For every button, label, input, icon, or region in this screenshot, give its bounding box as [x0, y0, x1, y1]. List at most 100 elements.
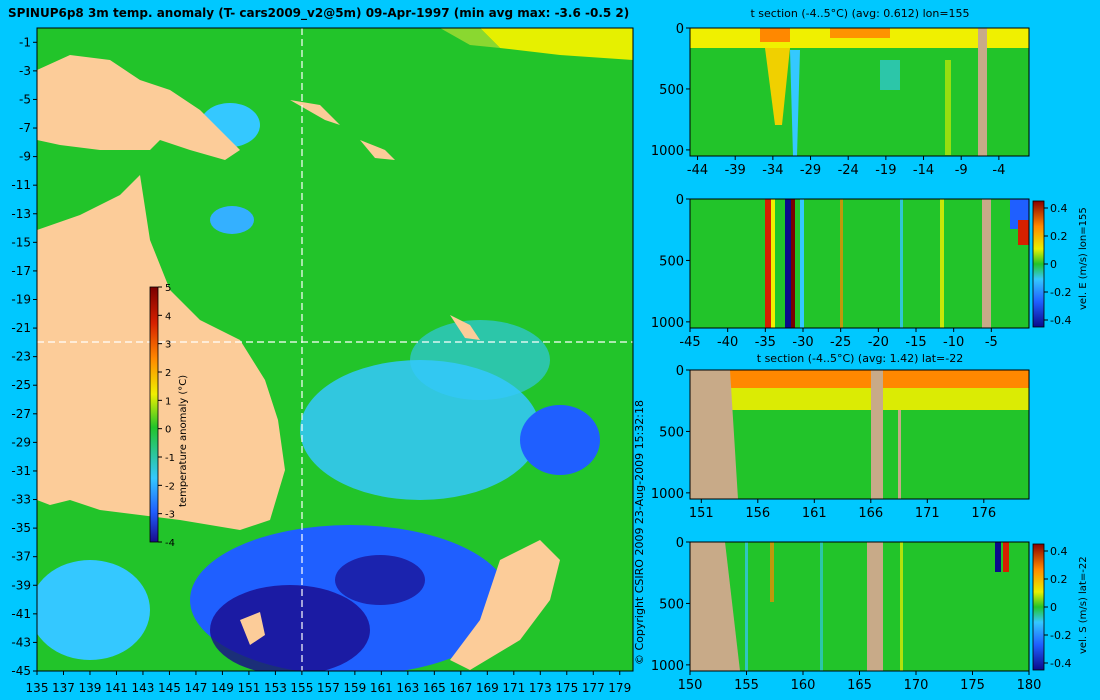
colorbar-ticks: 5 4 3 2 1 0 -1 -2 -3 -4 — [158, 283, 175, 549]
map-y-tick-label: -3 — [19, 64, 31, 78]
map-x-tick-label: 157 — [317, 681, 340, 695]
vel-colorbar-tick-label: 0 — [1050, 601, 1057, 614]
map-x-tick-label: 141 — [105, 681, 128, 695]
land-mask — [690, 370, 738, 499]
map-y-tick-label: -9 — [19, 150, 31, 164]
map-y-tick-label: -23 — [11, 350, 31, 364]
x-tick-label: 165 — [847, 678, 872, 693]
map-y-tick-label: -11 — [11, 178, 31, 192]
colorbar-tick-label: 3 — [165, 340, 171, 351]
x-tick-label: 156 — [745, 506, 770, 521]
x-tick-label: -39 — [725, 163, 746, 178]
t-section-lat-title: t section (-4..5°C) (avg: 1.42) lat=-22 — [757, 352, 963, 365]
t-section-lon-axes: 0 500 1000-44 -39 -34 -29 -24 -19 -14 -9 -4 — [651, 22, 1005, 178]
map-y-tick-label: -33 — [11, 493, 31, 507]
map-y-tick-label: -27 — [11, 407, 31, 421]
map-x-axis: 135 137 139 141 143 145 147 149 151 153 155 157 159 1… — [26, 671, 631, 695]
new-zealand-land — [450, 540, 560, 670]
colorbar-tick-label: 2 — [165, 368, 171, 379]
new-guinea-land — [37, 55, 240, 160]
vel-colorbar-tick-label: 0 — [1050, 258, 1057, 271]
vel-colorbar-tick-label: 0.2 — [1050, 573, 1068, 586]
x-tick-label: 175 — [960, 678, 985, 693]
x-tick-label: 180 — [1017, 678, 1042, 693]
y-tick-label: 1000 — [651, 144, 684, 159]
map-x-tick-label: 145 — [158, 681, 181, 695]
x-tick-label: -30 — [792, 335, 813, 350]
vel-s-panel — [690, 542, 1029, 671]
y-tick-label: 1000 — [651, 316, 684, 331]
x-tick-label: 170 — [904, 678, 929, 693]
colorbar-tick-label: 4 — [165, 311, 171, 322]
x-tick-label: -29 — [800, 163, 821, 178]
map-x-tick-label: 165 — [423, 681, 446, 695]
vel-colorbar-tick-label: -0.2 — [1050, 629, 1071, 642]
map-x-tick-label: 163 — [396, 681, 419, 695]
x-tick-label: -19 — [875, 163, 896, 178]
y-tick-label: 1000 — [651, 659, 684, 674]
x-tick-label: 161 — [802, 506, 827, 521]
map-y-axis: -1 -3 -5 -7 -9 -11 -13 -15 -17 -19 -21 -23 -25 -27 -29… — [11, 35, 37, 678]
vel-e-colorbar-ticks: 0.4 0.2 0 -0.2 -0.4 — [1044, 202, 1071, 327]
colorbar-label: temperature anomaly (°C) — [178, 375, 189, 507]
t-section-lat-axes: 0 500 1000 151 156 161 166 171 176 — [651, 364, 996, 521]
map-x-tick-label: 171 — [502, 681, 525, 695]
vel-s-colorbar-label: vel. S (m/s) lat=-22 — [1078, 556, 1089, 654]
map-x-tick-label: 151 — [237, 681, 260, 695]
x-tick-label: -35 — [755, 335, 776, 350]
x-tick-label: -4 — [992, 163, 1005, 178]
copyright-label: © Copyright CSIRO 2009 23-Aug-2009 15:32… — [633, 400, 646, 665]
map-y-tick-label: -19 — [11, 292, 31, 306]
map-y-tick-label: -5 — [19, 92, 31, 106]
vel-colorbar-tick-label: -0.4 — [1050, 657, 1071, 670]
map-y-tick-label: -41 — [11, 607, 31, 621]
x-tick-label: -45 — [679, 335, 700, 350]
map-x-tick-label: 179 — [608, 681, 631, 695]
x-tick-label: -24 — [838, 163, 859, 178]
vel-e-axes: 0 500 1000 -45 -40 -35 -30 -25 -20 -15 -10 -5 — [651, 193, 998, 350]
t-section-lon-panel — [690, 28, 1029, 156]
map-y-tick-label: -35 — [11, 521, 31, 535]
main-map — [37, 28, 633, 671]
colorbar-tick-label: -2 — [165, 481, 175, 492]
y-tick-label: 0 — [676, 536, 684, 551]
vel-colorbar-tick-label: 0.4 — [1050, 545, 1068, 558]
vel-s-colorbar — [1032, 543, 1045, 671]
vel-colorbar-tick-label: -0.2 — [1050, 286, 1071, 299]
map-y-tick-label: -29 — [11, 435, 31, 449]
vel-colorbar-tick-label: 0.4 — [1050, 202, 1068, 215]
x-tick-label: -15 — [905, 335, 926, 350]
vel-colorbar-tick-label: -0.4 — [1050, 314, 1071, 327]
map-x-tick-label: 143 — [132, 681, 155, 695]
vel-colorbar-tick-label: 0.2 — [1050, 230, 1068, 243]
x-tick-label: 150 — [678, 678, 703, 693]
australia-land — [37, 175, 285, 530]
map-y-tick-label: -21 — [11, 321, 31, 335]
y-tick-label: 1000 — [651, 487, 684, 502]
x-tick-label: -44 — [687, 163, 708, 178]
y-tick-label: 500 — [659, 254, 684, 269]
map-x-tick-label: 139 — [79, 681, 102, 695]
map-y-tick-label: -43 — [11, 635, 31, 649]
colorbar-tick-label: -3 — [165, 510, 175, 521]
map-x-tick-label: 169 — [476, 681, 499, 695]
x-tick-label: -20 — [868, 335, 889, 350]
colorbar-tick-label: 1 — [165, 396, 171, 407]
map-y-tick-label: -45 — [11, 664, 31, 678]
x-tick-label: -10 — [943, 335, 964, 350]
map-y-tick-label: -37 — [11, 550, 31, 564]
map-y-tick-label: -39 — [11, 578, 31, 592]
warm-anomaly-region — [480, 28, 633, 60]
colorbar-tick-label: -1 — [165, 453, 175, 464]
vel-e-colorbar — [1032, 200, 1045, 328]
map-y-tick-label: -25 — [11, 378, 31, 392]
x-tick-label: -34 — [762, 163, 783, 178]
map-y-tick-label: -17 — [11, 264, 31, 278]
mask-column — [978, 28, 987, 156]
vel-s-colorbar-ticks: 0.4 0.2 0 -0.2 -0.4 — [1044, 545, 1071, 670]
y-tick-label: 500 — [659, 597, 684, 612]
map-x-tick-label: 147 — [184, 681, 207, 695]
x-tick-label: -9 — [955, 163, 968, 178]
map-y-tick-label: -15 — [11, 235, 31, 249]
